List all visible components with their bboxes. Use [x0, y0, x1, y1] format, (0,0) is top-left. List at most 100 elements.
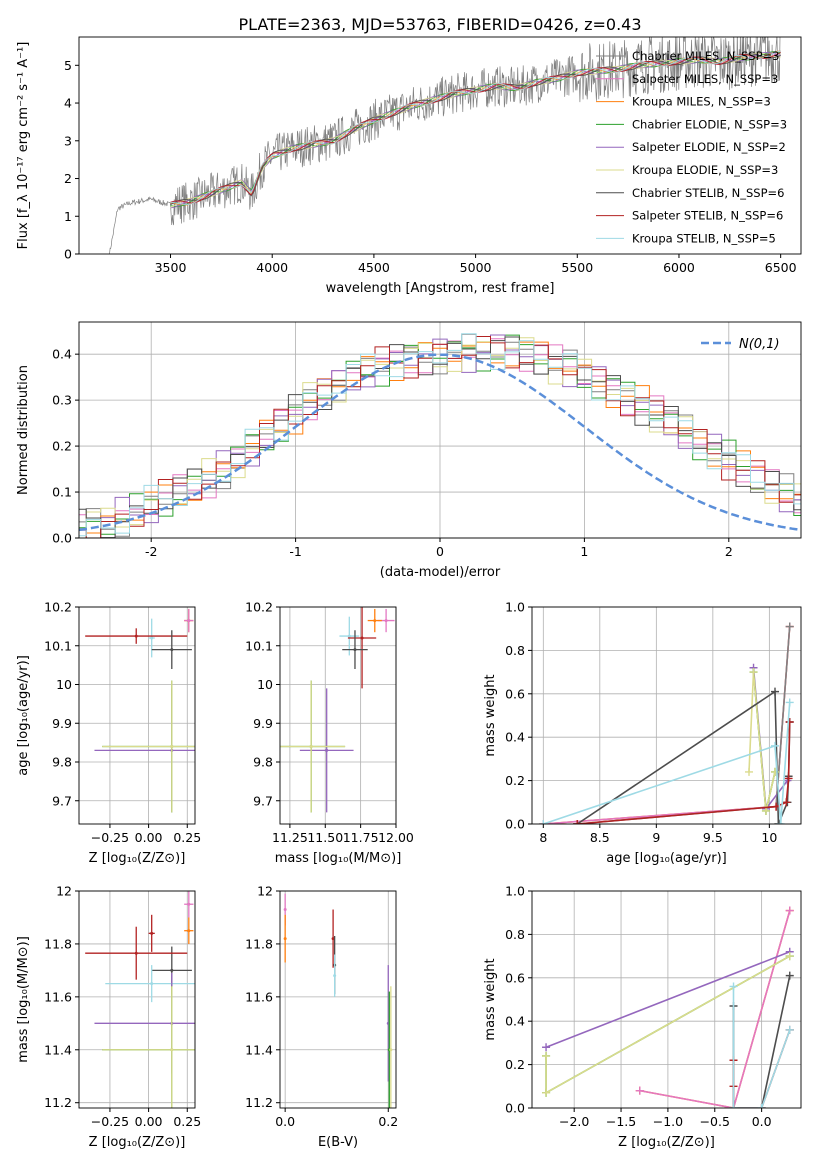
y-tick-label: 1.0 — [505, 600, 525, 615]
y-tick-label: 9.8 — [52, 755, 72, 770]
plus-marker — [573, 820, 582, 824]
histogram-step-line — [79, 333, 801, 537]
y-tick-label: 0.2 — [505, 1057, 525, 1072]
series-line — [752, 667, 789, 811]
x-tick-label: −0.5 — [700, 1114, 730, 1129]
legend-label: N(0,1) — [739, 337, 780, 352]
legend-label: Kroupa ELODIE, N_SSP=3 — [632, 163, 778, 177]
plus-marker — [785, 622, 794, 631]
legend-label: Chabrier MILES, N_SSP=3 — [632, 49, 779, 63]
age-vs-z-panel: −0.25 0.00 0.25 9.7 9.8 9.9 10 10.1 10.2 Z [log₁₀… — [16, 600, 201, 867]
data-point — [373, 619, 377, 623]
y-tick-label: 0.6 — [505, 686, 525, 701]
plus-marker — [542, 1088, 551, 1097]
x-tick-label: −1.0 — [653, 1114, 683, 1129]
x-axis-label: Z [log₁₀(Z/Z⊙)] — [618, 1135, 715, 1150]
data-point — [283, 908, 287, 912]
plus-marker — [785, 971, 794, 980]
x-tick-label: 8 — [539, 830, 547, 845]
plus-marker — [539, 820, 548, 824]
y-tick-label: 10.2 — [245, 600, 273, 615]
histogram-step-line — [79, 336, 801, 538]
x-tick-label: 6000 — [663, 260, 695, 275]
y-tick-label: 0.0 — [505, 817, 525, 832]
plus-marker — [774, 820, 783, 824]
plus-marker — [757, 1104, 766, 1108]
data-point — [150, 636, 154, 640]
data-point — [187, 902, 191, 906]
data-point — [170, 968, 174, 972]
y-tick-label: 1 — [64, 209, 72, 224]
series-line — [543, 702, 791, 824]
legend-label: Salpeter STELIB, N_SSP=6 — [632, 209, 783, 223]
x-tick-label: 0.00 — [135, 1114, 163, 1129]
age-vs-z-plot — [85, 608, 195, 813]
y-tick-label: 11.6 — [245, 989, 273, 1004]
x-tick-label: 1 — [580, 544, 588, 559]
x-tick-label: 0.00 — [135, 830, 163, 845]
x-tick-label: -1 — [289, 544, 301, 559]
plus-marker — [785, 952, 794, 961]
x-tick-label: 0.0 — [275, 1114, 295, 1129]
x-tick-label: 9.5 — [703, 830, 723, 845]
residuals-plot — [79, 333, 801, 538]
legend-label: Kroupa MILES, N_SSP=3 — [632, 95, 771, 109]
series-line — [543, 626, 791, 824]
y-axis-label: mass weight — [483, 674, 498, 756]
x-tick-label: 5000 — [460, 260, 492, 275]
data-point — [170, 745, 174, 748]
spectrum-frame — [78, 36, 802, 255]
y-tick-label: 12 — [56, 884, 72, 899]
normal-curve-line — [79, 353, 799, 532]
y-tick-label: 0.2 — [52, 439, 72, 454]
histogram-step-line — [79, 336, 801, 538]
legend-label: Salpeter ELODIE, N_SSP=2 — [632, 140, 786, 154]
y-tick-label: 0.4 — [505, 730, 525, 745]
x-tick-label: 12.00 — [378, 830, 414, 845]
x-axis-label: (data-model)/error — [380, 565, 501, 580]
legend-label: Kroupa STELIB, N_SSP=5 — [632, 231, 776, 245]
y-tick-label: 10 — [257, 677, 273, 692]
y-tick-label: 0.4 — [52, 347, 72, 362]
x-tick-label: 0.0 — [752, 1114, 772, 1129]
mass-vs-ebv-frame — [279, 890, 397, 1109]
age-vs-mass-plot — [280, 607, 395, 813]
legend-label: Chabrier ELODIE, N_SSP=3 — [632, 117, 787, 131]
x-tick-label: 4500 — [358, 260, 390, 275]
weight-vs-z-panel: −2.0 −1.5 −1.0 −0.5 0.0 0.0 0.2 0.4 0.6 0.8 1.0 Z [… — [483, 884, 802, 1150]
weight-vs-age-panel: 8 8.5 9 9.5 10 0.0 0.2 0.4 0.6 0.8 1.0 age [log₁₀(a… — [483, 600, 802, 866]
y-tick-label: 11.6 — [44, 989, 72, 1004]
data-point — [170, 1048, 174, 1052]
spectrum-panel: 3500 4000 4500 5000 5500 6000 6500 0 1 2 3 4 5 wavele… — [16, 36, 802, 296]
weight-vs-age-frame — [531, 606, 802, 825]
plus-marker — [542, 1043, 551, 1052]
age-vs-mass-panel: 11.25 11.50 11.75 12.00 9.7 9.8 9.9 10 10.1 10.2 m… — [245, 600, 414, 867]
x-tick-label: -2 — [145, 544, 157, 559]
y-tick-label: 0.0 — [505, 1101, 525, 1116]
y-tick-label: 4 — [64, 96, 72, 111]
y-tick-label: 10 — [56, 677, 72, 692]
x-tick-label: −0.25 — [91, 830, 129, 845]
y-tick-label: 0.3 — [52, 393, 72, 408]
y-axis-label: Normed distribution — [16, 365, 31, 495]
x-tick-label: 11.25 — [272, 830, 308, 845]
legend-label: Chabrier STELIB, N_SSP=6 — [632, 186, 784, 200]
x-tick-label: −2.0 — [559, 1114, 589, 1129]
spectrum-plot — [109, 37, 781, 254]
plus-marker — [785, 906, 794, 915]
y-tick-label: 9.9 — [52, 716, 72, 731]
y-tick-label: 3 — [64, 133, 72, 148]
data-point — [283, 937, 287, 941]
y-tick-label: 9.8 — [253, 755, 273, 770]
weight-vs-age-plot — [539, 622, 794, 824]
model-spectrum-line — [170, 50, 781, 206]
x-axis-label: wavelength [Angstrom, rest frame] — [326, 281, 555, 296]
residuals-panel: -2 -1 0 1 2 0.0 0.1 0.2 0.3 0.4 (data-model)/error… — [16, 321, 802, 580]
data-point — [384, 619, 388, 623]
histogram-step-line — [79, 334, 801, 535]
y-tick-label: 0.2 — [505, 773, 525, 788]
x-axis-label: Z [log₁₀(Z/Z⊙)] — [89, 851, 186, 866]
y-axis-label: age [log₁₀(age/yr)] — [16, 655, 31, 776]
data-point — [134, 634, 138, 638]
